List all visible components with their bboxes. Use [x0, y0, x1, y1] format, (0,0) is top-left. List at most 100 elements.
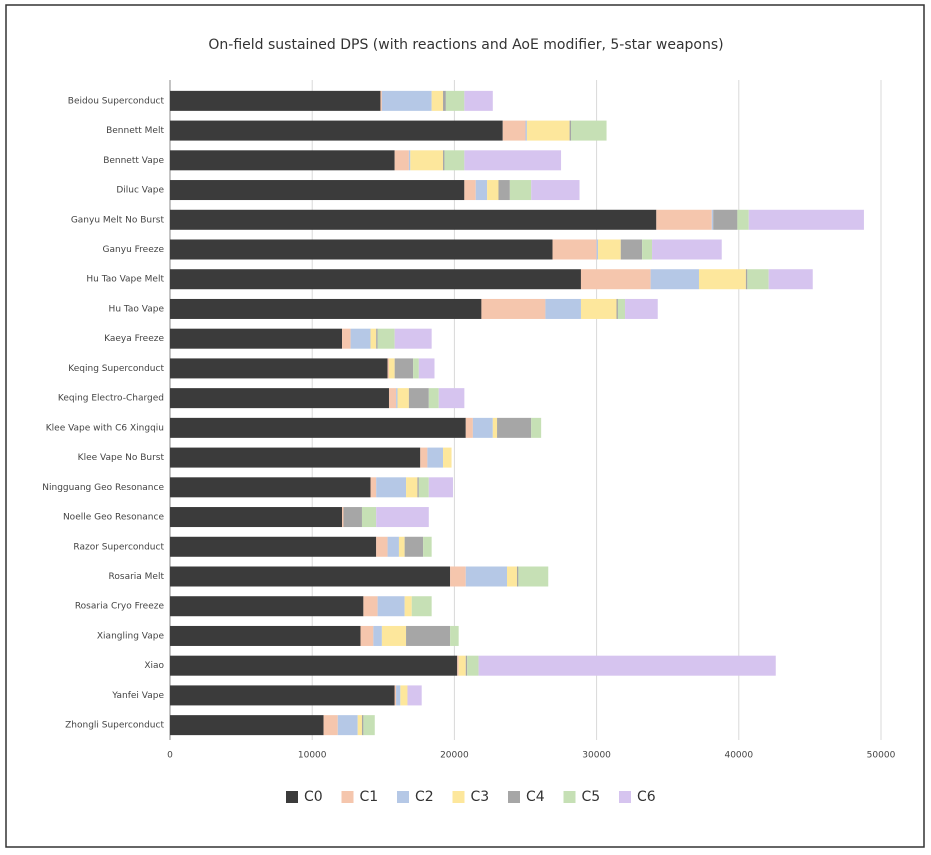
bar-segment	[418, 477, 429, 498]
bar-segment	[400, 685, 408, 706]
bar-segment	[420, 447, 428, 468]
bar-segment	[525, 120, 527, 141]
bar-segment	[394, 150, 409, 171]
y-tick-label: Rosaria Melt	[109, 572, 165, 582]
bar-segment	[418, 358, 435, 379]
bar-segment	[363, 596, 378, 617]
x-tick-label: 30000	[582, 751, 611, 761]
legend-swatch	[508, 791, 520, 803]
bar-segment	[170, 358, 388, 379]
bar-segment	[342, 507, 344, 528]
bar-segment	[616, 298, 618, 319]
legend-label: C4	[526, 789, 545, 805]
bar-segment	[170, 685, 395, 706]
bar-segment	[397, 388, 409, 409]
y-tick-label: Xiao	[144, 661, 164, 671]
y-tick-label: Hu Tao Vape Melt	[86, 275, 164, 285]
bar-segment	[360, 625, 374, 646]
bar-segment	[465, 417, 473, 438]
legend-label: C6	[637, 789, 656, 805]
y-tick-label: Klee Vape with C6 Xingqiu	[46, 423, 164, 433]
bar-segment	[652, 239, 722, 260]
bar-segment	[492, 417, 498, 438]
bar-segment	[457, 655, 459, 676]
bar-segment	[650, 269, 699, 290]
bar-segment	[404, 596, 412, 617]
bar-segment	[381, 90, 432, 111]
bar-segment	[170, 180, 465, 201]
y-tick-label: Beidou Superconduct	[68, 96, 165, 106]
bar-segment	[376, 328, 378, 349]
bar-segment	[350, 328, 371, 349]
bar-segment	[475, 180, 488, 201]
y-tick-label: Bennett Melt	[106, 126, 164, 136]
bar-segment	[465, 566, 508, 587]
bar-segment	[170, 90, 381, 111]
bar-segment	[394, 685, 397, 706]
bar-segment	[450, 566, 466, 587]
bar-segment	[467, 655, 479, 676]
bar-segment	[170, 507, 343, 528]
bar-segment	[381, 625, 407, 646]
y-tick-label: Rosaria Cryo Freeze	[75, 602, 165, 612]
bar-segment	[170, 328, 343, 349]
bar-segment	[502, 120, 526, 141]
bar-segment	[507, 566, 517, 587]
y-tick-label: Bennett Vape	[103, 156, 164, 166]
bar-segment	[497, 417, 532, 438]
bar-segment	[170, 477, 371, 498]
bar-segment	[170, 655, 458, 676]
legend-label: C1	[360, 789, 379, 805]
bar-segment	[376, 536, 388, 557]
bar-segment	[370, 477, 377, 498]
bar-segment	[376, 507, 429, 528]
bar-segment	[423, 536, 432, 557]
bar-segment	[580, 269, 651, 290]
bar-segment	[323, 715, 338, 736]
legend-label: C0	[304, 789, 323, 805]
bar-segment	[443, 447, 452, 468]
bar-segment	[431, 90, 444, 111]
x-tick-label: 20000	[440, 751, 469, 761]
bar-segment	[413, 358, 419, 379]
bar-segment	[545, 298, 581, 319]
bar-segment	[571, 120, 607, 141]
x-tick-label: 40000	[724, 751, 753, 761]
y-tick-label: Xiangling Vape	[97, 631, 165, 641]
y-tick-label: Ganyu Melt No Burst	[71, 215, 165, 225]
bar-segment	[376, 477, 407, 498]
y-tick-label: Keqing Superconduct	[68, 364, 164, 374]
x-tick-label: 50000	[867, 751, 896, 761]
bar-segment	[387, 536, 399, 557]
bar-segment	[443, 90, 446, 111]
bar-segment	[768, 269, 813, 290]
bar-segment	[370, 328, 377, 349]
bar-segment	[388, 358, 395, 379]
bar-segment	[598, 239, 621, 260]
legend-label: C5	[582, 789, 601, 805]
bar-segment	[170, 536, 377, 557]
legend-label: C3	[471, 789, 490, 805]
bar-segment	[377, 596, 405, 617]
y-tick-label: Keqing Electro-Charged	[58, 394, 164, 404]
bar-segment	[531, 180, 580, 201]
x-tick-label: 0	[167, 751, 173, 761]
bar-segment	[580, 298, 617, 319]
bar-segment	[481, 298, 546, 319]
bar-segment	[170, 417, 466, 438]
bar-segment	[361, 507, 377, 528]
bar-segment	[617, 298, 626, 319]
bar-segment	[747, 269, 769, 290]
legend-swatch	[452, 791, 465, 803]
bar-segment	[396, 685, 401, 706]
y-tick-label: Kaeya Freeze	[104, 334, 164, 344]
x-tick-label: 10000	[298, 751, 327, 761]
bar-segment	[170, 298, 482, 319]
y-tick-label: Klee Vape No Burst	[78, 453, 165, 463]
bar-segment	[450, 625, 459, 646]
bar-segment	[361, 715, 364, 736]
y-tick-label: Hu Tao Vape	[109, 304, 165, 314]
bar-segment	[698, 269, 746, 290]
